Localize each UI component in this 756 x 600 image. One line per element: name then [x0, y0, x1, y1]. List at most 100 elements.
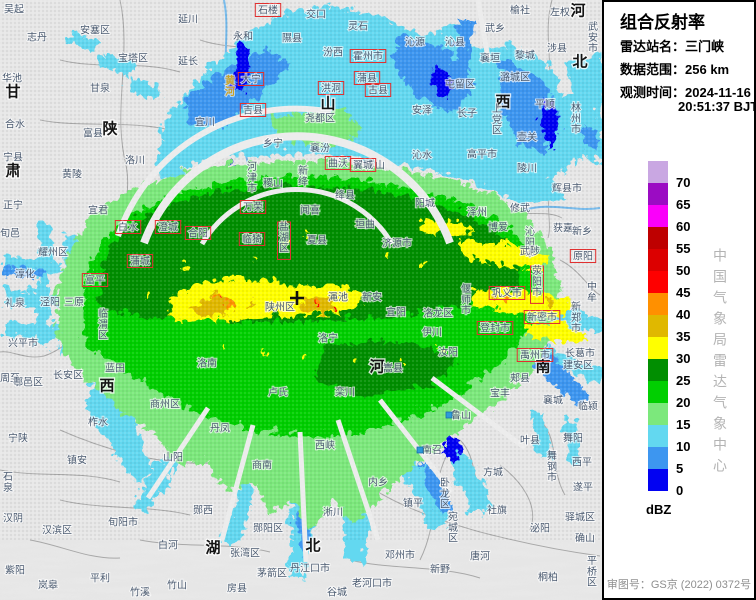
county-label: 新郑市 [571, 300, 581, 335]
county-label: 汝阳 [438, 346, 458, 359]
county-label: 内乡 [368, 476, 388, 489]
legend-color-block [648, 293, 668, 315]
station-markers [290, 291, 453, 454]
station-label: 雷达站名： [620, 39, 686, 54]
boundary-line [139, 539, 271, 553]
alert-county-box [516, 348, 554, 362]
county-label: 西平 [572, 458, 592, 469]
county-label: 竹溪 [130, 586, 150, 599]
county-label: 商南 [252, 459, 272, 472]
map-approval-number: 审图号：GS京 (2022) 0372号 [606, 579, 752, 591]
county-label: 禹州市 [520, 349, 550, 362]
river-label: 黄河 [225, 74, 235, 98]
county-label: 洛南 [197, 357, 217, 370]
county-label: 曲沃 [328, 158, 348, 170]
blockage-spoke [335, 419, 381, 541]
county-label: 修武 [510, 202, 530, 215]
legend-color-block [648, 315, 668, 337]
alert-county-box [239, 103, 267, 117]
province-label: 甘 [5, 83, 20, 101]
county-label: 中牟 [587, 280, 597, 304]
county-label: 郏县 [510, 372, 530, 385]
county-label: 商州区 [150, 398, 180, 411]
county-label: 大宁 [241, 73, 261, 86]
legend-tick-label: 30 [676, 351, 691, 366]
alert-county-box [324, 156, 352, 170]
county-label: 荥阳市 [532, 264, 542, 299]
legend-tick-label: 35 [676, 329, 691, 344]
legend-color-block [648, 249, 668, 271]
county-label: 卢氏 [268, 386, 288, 399]
alert-county-box [237, 72, 265, 86]
county-label: 原阳 [573, 251, 593, 263]
county-label: 长子 [457, 108, 477, 120]
alert-county-box [523, 310, 561, 324]
county-label: 镇平 [403, 497, 423, 510]
blockage-spoke [430, 376, 527, 450]
county-label: 唐河 [470, 550, 490, 563]
blockage-spoke [145, 406, 211, 500]
county-label: 富县 [83, 127, 103, 140]
county-label: 张湾区 [230, 547, 260, 560]
alert-county-box [530, 265, 544, 304]
county-label: 鲁山 [451, 409, 471, 422]
county-label: 汉滨区 [42, 524, 72, 537]
county-label: 隰县 [282, 33, 302, 45]
alert-county-box [239, 200, 267, 214]
county-label: 宜川 [195, 116, 215, 129]
county-label: 宁县 [3, 151, 23, 164]
county-label: 泌阳 [530, 522, 550, 535]
alert-county-box [154, 220, 182, 234]
county-label: 偃师市 [461, 282, 471, 317]
county-label: 方城 [483, 466, 503, 479]
county-label: 襄城 [543, 394, 563, 407]
county-label: 谷城 [327, 587, 347, 599]
county-label: 泽州 [467, 207, 487, 219]
alert-county-box [476, 321, 514, 335]
county-label: 高平市 [467, 148, 497, 161]
county-label: 礼泉 [5, 297, 25, 310]
county-label: 灵石 [348, 21, 368, 33]
county-label: 紫阳 [5, 565, 25, 577]
county-label: 武陟 [520, 245, 540, 258]
county-label: 丹江口市 [290, 562, 330, 575]
county-label: 武乡 [485, 22, 505, 35]
legend-tick-label: 15 [676, 417, 691, 432]
province-label: 河 [570, 2, 585, 20]
alert-county-box [569, 249, 597, 263]
county-label: 新安 [362, 291, 382, 304]
county-label: 涉县 [547, 42, 567, 55]
blockage-spoke [475, 0, 491, 59]
watermark-text: 中国气象局雷达气象中心 [712, 248, 728, 479]
county-label: 社旗 [487, 504, 507, 517]
province-label: 北 [305, 538, 320, 555]
county-label: 交口 [306, 8, 326, 21]
province-label: 西 [99, 378, 114, 395]
county-label: 尧都区 [305, 112, 335, 125]
county-label: 确山 [575, 532, 595, 545]
legend-color-block [648, 227, 668, 249]
county-label: 洛龙区 [423, 307, 453, 320]
observation-site-marker [416, 446, 424, 454]
county-label: 壶关 [517, 131, 537, 144]
county-label: 石楼 [258, 4, 278, 17]
county-label: 沁源 [405, 36, 425, 49]
alert-county-box [254, 3, 282, 17]
county-label: 志丹 [27, 31, 47, 44]
range-row: 数据范围：256 km [620, 59, 729, 78]
county-label: 渑池 [328, 291, 348, 304]
county-label: 获嘉 [553, 222, 573, 235]
legend-tick-label: 50 [676, 263, 691, 278]
time-row-2: 20:51:37 BJT [678, 99, 756, 114]
county-label: 河津市 [247, 161, 257, 195]
county-label: 洛川 [125, 154, 145, 167]
county-label: 平顺 [535, 99, 555, 111]
legend-tick-label: 5 [676, 461, 684, 476]
alert-county-box [277, 221, 291, 260]
county-label: 宁陕 [8, 432, 28, 445]
county-label: 三原 [64, 297, 84, 309]
county-label: 襄垣 [480, 52, 500, 65]
legend-tick-label: 70 [676, 175, 691, 190]
